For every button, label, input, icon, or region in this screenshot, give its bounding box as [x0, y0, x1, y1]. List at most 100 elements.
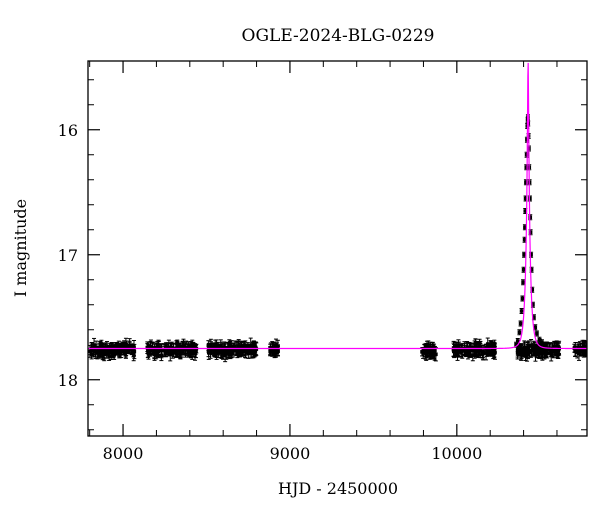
data-point [171, 348, 176, 352]
data-point [178, 347, 182, 352]
data-point [549, 350, 554, 354]
data-point [528, 215, 533, 220]
data-point [546, 347, 551, 351]
data-point [521, 280, 525, 285]
data-point-group [99, 343, 104, 356]
data-point [131, 347, 135, 352]
data-point [251, 348, 256, 352]
data-point-group [492, 342, 497, 354]
data-point [273, 348, 277, 352]
data-point-group [148, 345, 153, 357]
data-point [158, 346, 163, 350]
event-point-group [539, 339, 544, 346]
data-point [531, 302, 535, 307]
data-point [132, 349, 136, 354]
data-point [428, 349, 433, 354]
data-point [526, 346, 530, 350]
data-point [521, 267, 526, 272]
event-point-group [534, 330, 539, 337]
data-point [540, 349, 545, 353]
y-tick-label: 18 [58, 371, 78, 390]
event-point-group [528, 229, 533, 236]
data-point-group [178, 344, 183, 355]
data-point [531, 348, 536, 352]
data-point-group [93, 343, 98, 359]
data-point [485, 349, 489, 354]
data-point-group [550, 342, 555, 358]
data-point [543, 347, 548, 352]
chart-title: OGLE-2024-BLG-0229 [242, 26, 435, 46]
data-point [518, 321, 523, 326]
data-point [583, 345, 587, 349]
data-point [221, 350, 225, 355]
data-point [524, 152, 529, 157]
data-point [550, 347, 555, 352]
data-point [517, 347, 521, 351]
data-point [206, 343, 211, 348]
data-point [535, 331, 539, 336]
data-point [473, 348, 477, 353]
y-tick-label: 17 [58, 246, 78, 265]
data-point [523, 209, 528, 213]
data-point-group [525, 343, 530, 353]
data-point [223, 348, 228, 353]
data-point [470, 345, 474, 350]
data-point [481, 349, 485, 354]
data-point [125, 347, 130, 352]
data-point [529, 267, 534, 272]
y-axis-label: I magnitude [11, 199, 30, 297]
data-point [243, 348, 248, 352]
data-point-group [170, 346, 175, 359]
data-point [123, 347, 128, 352]
data-point [466, 351, 470, 355]
data-point [107, 350, 112, 354]
data-point [152, 351, 157, 355]
data-point [524, 165, 529, 170]
data-point [522, 345, 527, 350]
data-point [523, 352, 528, 357]
data-point [514, 342, 518, 347]
data-point-group [532, 341, 537, 355]
data-point [148, 349, 153, 353]
data-point [274, 350, 278, 354]
data-point [159, 348, 164, 353]
data-point [521, 350, 526, 354]
data-point [540, 340, 544, 345]
data-point-group [583, 341, 587, 353]
data-point [169, 347, 174, 352]
data-point-group [248, 337, 253, 354]
data-point [576, 345, 580, 349]
data-point [217, 349, 222, 353]
data-point [206, 351, 211, 355]
y-tick-label: 16 [58, 121, 78, 140]
data-point [457, 347, 461, 352]
data-point [537, 349, 542, 353]
data-point [104, 348, 108, 352]
data-point [462, 348, 467, 353]
data-point [522, 237, 527, 242]
data-point-group [462, 344, 467, 356]
data-point [452, 349, 456, 354]
plot-frame [87, 60, 588, 437]
plot-area [88, 62, 587, 363]
data-point [211, 347, 216, 352]
data-point [94, 349, 98, 354]
data-point [533, 346, 537, 350]
data-point-group [131, 344, 136, 355]
model-curve [88, 62, 587, 350]
data-point [529, 252, 533, 257]
data-point [530, 287, 535, 292]
data-point [105, 345, 109, 350]
axis-ticks [88, 61, 587, 436]
data-point [101, 350, 105, 354]
data-point [163, 348, 168, 353]
data-point-group [480, 345, 485, 358]
data-point [523, 225, 527, 230]
event-point-group [524, 151, 529, 158]
data-point [477, 346, 482, 350]
data-point-group [577, 345, 582, 355]
data-point [268, 348, 273, 353]
data-point [249, 351, 254, 355]
axis-tick-labels: 8000 9000 10000 16 17 18 [58, 121, 483, 463]
